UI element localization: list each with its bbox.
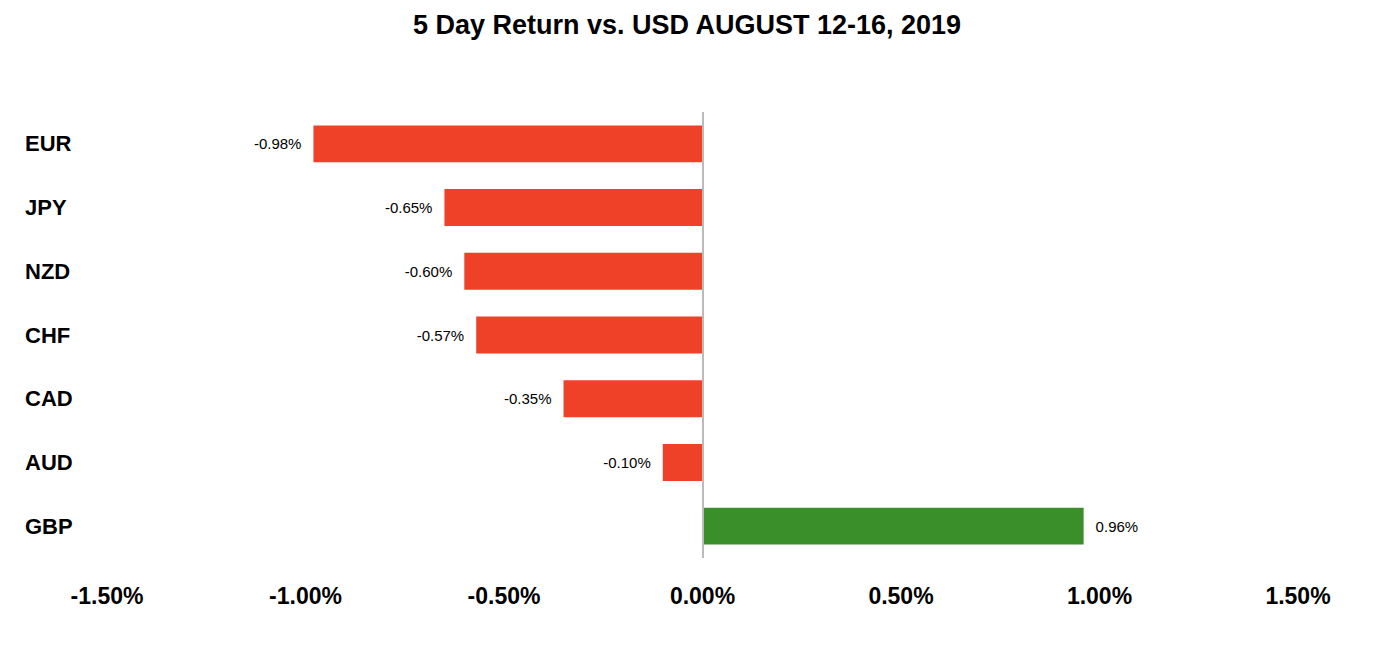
svg-text:-1.00%: -1.00%: [269, 583, 342, 609]
svg-text:-0.50%: -0.50%: [468, 583, 541, 609]
svg-text:-0.65%: -0.65%: [385, 199, 433, 216]
svg-text:5 Day Return vs. USD AUGUST 12: 5 Day Return vs. USD AUGUST 12-16, 2019: [413, 10, 961, 40]
svg-text:1.00%: 1.00%: [1067, 583, 1132, 609]
svg-text:GBP: GBP: [25, 514, 73, 539]
svg-text:0.00%: 0.00%: [670, 583, 735, 609]
svg-text:-0.57%: -0.57%: [417, 327, 465, 344]
svg-text:JPY: JPY: [25, 195, 67, 220]
svg-text:-0.60%: -0.60%: [405, 263, 453, 280]
svg-text:AUD: AUD: [25, 450, 73, 475]
svg-text:NZD: NZD: [25, 259, 70, 284]
svg-text:CHF: CHF: [25, 323, 70, 348]
svg-text:-1.50%: -1.50%: [71, 583, 144, 609]
svg-text:-0.10%: -0.10%: [603, 454, 651, 471]
svg-text:EUR: EUR: [25, 131, 72, 156]
svg-text:1.50%: 1.50%: [1265, 583, 1330, 609]
svg-text:0.50%: 0.50%: [868, 583, 933, 609]
svg-text:-0.35%: -0.35%: [504, 390, 552, 407]
svg-text:-0.98%: -0.98%: [254, 135, 302, 152]
svg-text:CAD: CAD: [25, 386, 73, 411]
svg-text:0.96%: 0.96%: [1096, 518, 1139, 535]
